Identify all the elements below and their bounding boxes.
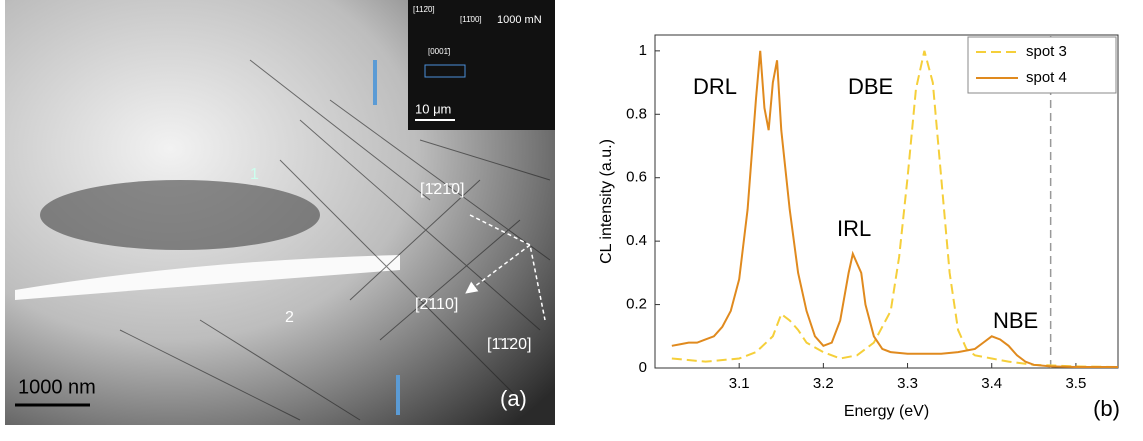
chart: 3.1 3.2 3.3 3.4 3.5 0 0.2 0.4 0.6 0.8 1 Energy (eV)… (598, 34, 1120, 421)
region-label: 1 (250, 166, 259, 183)
legend-label: spot 3 (1026, 43, 1067, 60)
direction-label: [2̄110] (415, 296, 458, 313)
x-axis-label: Energy (eV) (844, 403, 929, 420)
direction-label: [1̄1̄20] (487, 336, 531, 353)
indent-crack (15, 255, 400, 300)
series-line (671, 50, 1119, 369)
inset-axis: [11̄00] (460, 15, 482, 24)
peak-label: DRL (693, 74, 737, 99)
inset-axis: [0001̄] (428, 47, 450, 56)
y-tick-label: 0.8 (626, 105, 647, 122)
series-line (671, 50, 1118, 369)
x-tick-label: 3.2 (813, 375, 834, 392)
panel-label: (a) (500, 386, 527, 411)
inset-scale-label: 10 μm (415, 101, 451, 116)
peak-label: IRL (837, 216, 871, 241)
legend-label: spot 4 (1026, 69, 1067, 86)
peak-label: DBE (848, 74, 893, 99)
x-tick-label: 3.5 (1065, 375, 1086, 392)
inset-box (424, 64, 466, 78)
x-tick-label: 3.3 (897, 375, 918, 392)
direction-label: [1̄21̄0] (420, 181, 464, 198)
x-tick-label: 3.4 (981, 375, 1002, 392)
dark-band (40, 180, 320, 250)
y-tick-label: 1 (639, 42, 647, 59)
micrograph: 1000 nm (a) 1 2 [1̄21̄0] [2̄110] [1̄1̄20… (5, 0, 555, 425)
dislocations (119, 59, 551, 421)
panel-label: (b) (1093, 396, 1120, 421)
x-tick-label: 3.1 (729, 375, 750, 392)
scale-label: 1000 nm (18, 376, 96, 398)
y-tick-label: 0.2 (626, 296, 647, 313)
inset-axis: [112̄0] (413, 5, 435, 14)
y-tick-label: 0.6 (626, 169, 647, 186)
y-axis-label: CL intensity (a.u.) (598, 139, 615, 264)
y-tick-label: 0 (639, 359, 647, 376)
y-tick-label: 0.4 (626, 232, 647, 249)
direction-arrows (470, 214, 546, 321)
plot-frame (654, 34, 1119, 369)
region-label: 2 (285, 309, 294, 326)
legend-box (967, 36, 1117, 94)
inset-load: 1000 mN (497, 14, 542, 26)
peak-label: NBE (993, 308, 1038, 333)
